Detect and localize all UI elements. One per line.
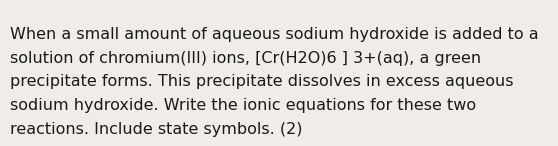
Text: reactions. Include state symbols. (2): reactions. Include state symbols. (2) [9,122,302,137]
Text: When a small amount of aqueous sodium hydroxide is added to a: When a small amount of aqueous sodium hy… [9,27,538,42]
Text: precipitate forms. This precipitate dissolves in excess aqueous: precipitate forms. This precipitate diss… [9,74,513,89]
Text: sodium hydroxide. Write the ionic equations for these two: sodium hydroxide. Write the ionic equati… [9,98,475,113]
Text: solution of chromium(III) ions, [Cr(H2O)6 ] 3+(aq), a green: solution of chromium(III) ions, [Cr(H2O)… [9,51,480,66]
